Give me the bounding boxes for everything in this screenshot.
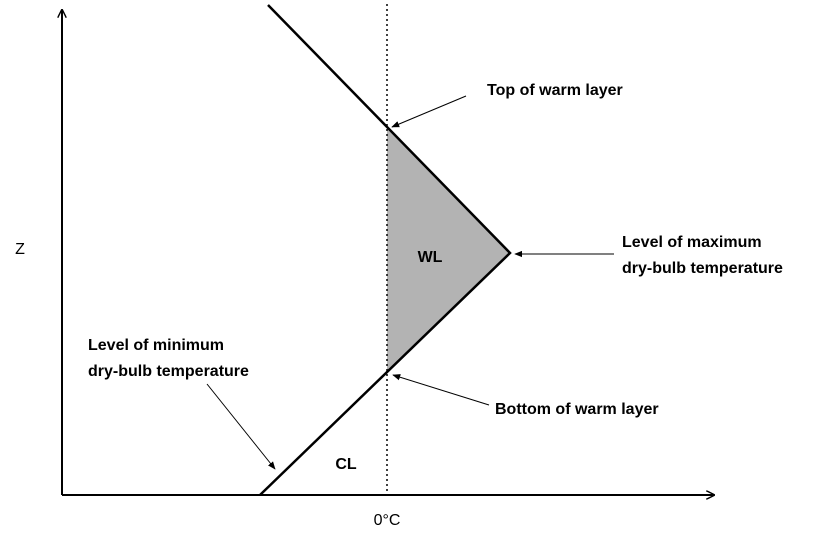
arrow	[391, 95, 467, 128]
annotation: Level of maximum	[622, 234, 762, 251]
x-axis-label: 0°C	[374, 512, 401, 529]
annotation: dry-bulb temperature	[88, 363, 249, 380]
warm-layer	[387, 128, 510, 372]
arrow	[206, 383, 276, 470]
annotation: Top of warm layer	[487, 82, 623, 99]
annotation: Level of minimum	[88, 337, 224, 354]
region-label: CL	[335, 456, 357, 473]
y-axis-label: Z	[15, 241, 25, 258]
temperature-profile	[259, 4, 512, 496]
annotation: dry-bulb temperature	[622, 260, 783, 277]
annotation: Bottom of warm layer	[495, 401, 659, 418]
region-label: WL	[418, 249, 443, 266]
arrow	[392, 374, 490, 406]
